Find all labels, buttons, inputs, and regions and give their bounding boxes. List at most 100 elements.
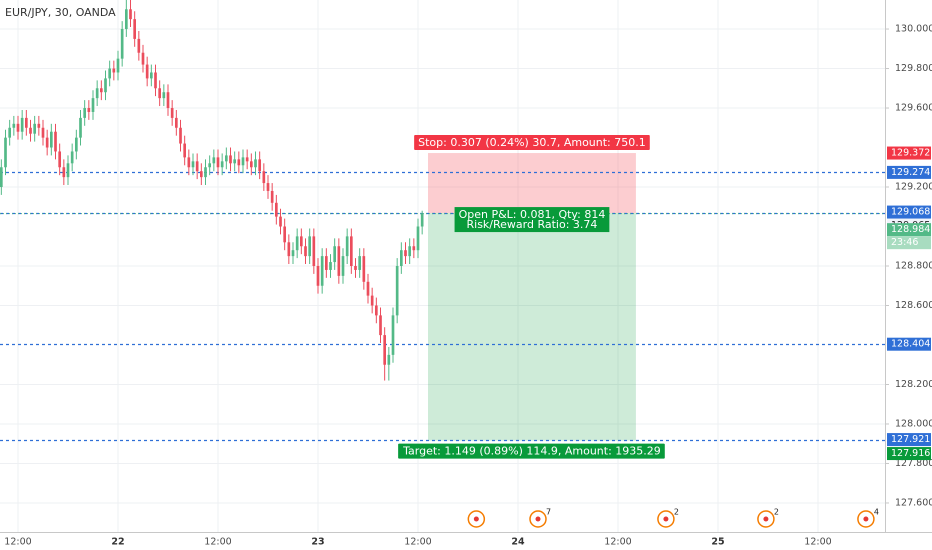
candle-body (216, 157, 220, 168)
price-tag: 129.068 (891, 207, 930, 218)
candle-body (29, 127, 32, 134)
price-tag: 128.984 (891, 224, 930, 235)
target-zone (428, 213, 636, 441)
event-dot (535, 516, 541, 522)
x-tick-label: 12:00 (604, 537, 631, 548)
candle-body (75, 137, 78, 152)
y-tick-label: 129.200 (895, 182, 932, 193)
candle-body (337, 246, 341, 276)
candle-body (158, 88, 161, 99)
candle-body (120, 29, 124, 59)
candle-body (316, 266, 320, 286)
candle-body (383, 335, 386, 365)
price-tag: 129.274 (891, 167, 930, 178)
price-tag: 23:46 (891, 237, 918, 248)
candle-body (8, 127, 11, 138)
target-label: Target: 1.149 (0.89%) 114.9, Amount: 193… (402, 445, 661, 458)
target-label-box (398, 443, 665, 459)
y-tick-label: 128.200 (895, 379, 932, 390)
candle-body (295, 236, 299, 251)
event-count: 2 (674, 508, 679, 517)
candle-body (66, 163, 70, 178)
price-tag-box (887, 165, 931, 179)
candle-body (312, 236, 316, 266)
y-tick-label: 127.800 (895, 458, 932, 469)
candle-body (375, 305, 378, 316)
grid (0, 0, 885, 532)
y-tick-label: 129.600 (895, 103, 932, 114)
candle-body (408, 246, 411, 257)
x-tick-label: 23 (311, 537, 324, 548)
candle-body (250, 161, 253, 168)
candle-body (37, 123, 41, 128)
candle-body (350, 236, 353, 266)
candle-body (254, 159, 257, 168)
candle-body (154, 72, 157, 89)
candle-body (150, 72, 153, 79)
price-tag: 128.404 (891, 339, 930, 350)
x-tick-label: 22 (111, 537, 124, 548)
x-tick-label: 24 (511, 537, 525, 548)
candle-body (387, 354, 391, 365)
candle-body (54, 131, 57, 152)
candle-body (320, 256, 324, 286)
candle-body (112, 68, 116, 73)
candle-body (87, 108, 91, 112)
stop-zone (428, 153, 636, 214)
price-tag-box (887, 236, 931, 250)
candle-body (270, 190, 274, 203)
candle-body (79, 117, 82, 138)
candle-body (220, 161, 224, 168)
price-tag: 127.916 (891, 448, 930, 459)
candle-body (191, 161, 195, 168)
stop-label-box (414, 135, 650, 151)
y-tick-label: 127.600 (895, 497, 932, 508)
y-tick-label: 130.000 (895, 24, 932, 35)
candle-body (400, 250, 403, 266)
candle-body (58, 151, 61, 168)
candle-body (208, 163, 211, 168)
candle-body (4, 137, 7, 168)
candle-body (133, 19, 136, 39)
candle-body (83, 108, 86, 118)
candle-body (287, 242, 291, 257)
price-tag-box (887, 146, 931, 160)
x-tick-label: 12:00 (804, 537, 831, 548)
candle-body (308, 236, 311, 257)
candle-body (45, 137, 49, 148)
candle-body (395, 266, 399, 316)
candle-body (329, 262, 332, 270)
event-count: 7 (546, 508, 551, 517)
candle-body (91, 98, 95, 112)
candle-body (358, 256, 361, 270)
event-count: 4 (874, 508, 879, 517)
candle-body (212, 157, 216, 164)
candle-body (362, 256, 366, 282)
price-tag: 127.921 (891, 434, 930, 445)
candle-body (162, 92, 166, 99)
risk-reward-label: Risk/Reward Ratio: 3.74 (467, 218, 598, 231)
price-tag-box (887, 223, 931, 237)
candle-body (41, 127, 45, 138)
candle-body (116, 58, 120, 73)
price-tag-box (887, 433, 931, 447)
x-tick-label: 12:00 (204, 537, 231, 548)
candle-body (258, 159, 261, 172)
event-dot (663, 516, 669, 522)
candle-body (137, 38, 141, 53)
candle-body (12, 123, 16, 128)
candle-body (245, 157, 249, 162)
candle-body (20, 117, 24, 132)
candle-body (141, 52, 145, 65)
candle-body (104, 78, 107, 93)
candle-body (325, 256, 328, 270)
candle-body (166, 92, 170, 109)
candle-body (291, 250, 295, 257)
candle-body (283, 226, 286, 243)
candle-body (233, 159, 236, 164)
price-tag-box (887, 337, 931, 351)
candle-body (300, 236, 303, 247)
